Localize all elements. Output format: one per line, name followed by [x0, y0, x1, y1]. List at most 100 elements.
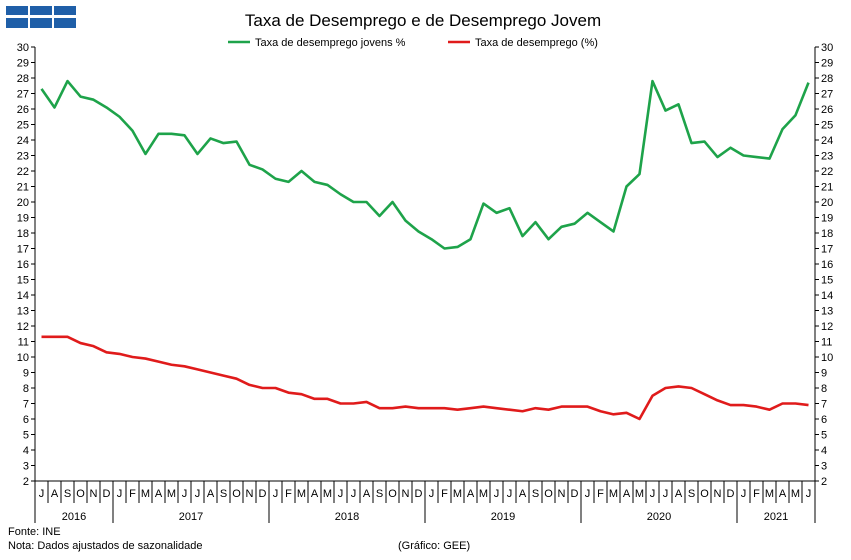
y-tick-label-left: 14 [17, 290, 29, 302]
month-label: J [741, 488, 747, 500]
month-label: M [297, 488, 306, 500]
month-label: J [585, 488, 591, 500]
month-label: O [388, 488, 397, 500]
month-label: N [558, 488, 566, 500]
y-tick-label-left: 12 [17, 321, 29, 333]
y-tick-label-right: 7 [821, 399, 827, 411]
y-tick-label-right: 18 [821, 228, 833, 240]
legend-label: Taxa de desemprego (%) [475, 37, 598, 49]
y-tick-label-right: 14 [821, 290, 833, 302]
month-label: A [623, 488, 631, 500]
month-label: A [207, 488, 215, 500]
month-label: J [429, 488, 435, 500]
month-label: J [663, 488, 669, 500]
month-label: F [753, 488, 760, 500]
footer-source: Fonte: INE [8, 526, 61, 538]
month-label: A [363, 488, 371, 500]
month-label: J [351, 488, 357, 500]
logo-square-icon [6, 6, 28, 28]
y-tick-label-right: 19 [821, 213, 833, 225]
legend: Taxa de desemprego jovens % Taxa de desem… [228, 37, 598, 49]
month-label: J [39, 488, 45, 500]
y-tick-label-left: 4 [23, 445, 29, 457]
y-tick-label-left: 26 [17, 104, 29, 116]
month-label: M [479, 488, 488, 500]
month-label: A [155, 488, 163, 500]
month-label: J [273, 488, 279, 500]
y-tick-label-right: 5 [821, 430, 827, 442]
y-tick-label-left: 15 [17, 275, 29, 287]
y-tick-label-left: 27 [17, 89, 29, 101]
y-tick-label-right: 4 [821, 445, 827, 457]
month-label: D [415, 488, 423, 500]
y-tick-label-left: 29 [17, 58, 29, 70]
month-label: M [141, 488, 150, 500]
y-tick-label-right: 13 [821, 306, 833, 318]
year-label: 2019 [491, 511, 515, 523]
month-label: F [285, 488, 292, 500]
month-label: A [51, 488, 59, 500]
y-tick-label-right: 20 [821, 197, 833, 209]
year-label: 2018 [335, 511, 359, 523]
y-tick-label-left: 22 [17, 166, 29, 178]
month-label: M [765, 488, 774, 500]
y-tick-label-left: 18 [17, 228, 29, 240]
month-label: J [806, 488, 812, 500]
y-tick-label-left: 2 [23, 476, 29, 488]
month-label: A [519, 488, 527, 500]
year-label: 2020 [647, 511, 671, 523]
y-tick-label-right: 15 [821, 275, 833, 287]
logo-square-icon [54, 6, 76, 28]
gee-logo [6, 6, 76, 28]
footer-note: Nota: Dados ajustados de sazonalidade [8, 540, 203, 552]
y-tick-label-left: 20 [17, 197, 29, 209]
y-tick-label-left: 7 [23, 399, 29, 411]
month-label: O [76, 488, 85, 500]
year-label: 2017 [179, 511, 203, 523]
y-tick-label-right: 9 [821, 368, 827, 380]
y-tick-label-left: 28 [17, 73, 29, 85]
month-label: M [453, 488, 462, 500]
y-tick-label-left: 10 [17, 352, 29, 364]
month-label: J [195, 488, 201, 500]
y-tick-label-right: 8 [821, 383, 827, 395]
y-tick-label-right: 28 [821, 73, 833, 85]
y-tick-label-right: 24 [821, 135, 833, 147]
month-label: M [167, 488, 176, 500]
y-tick-label-right: 2 [821, 476, 827, 488]
y-tick-label-left: 24 [17, 135, 29, 147]
year-label: 2021 [764, 511, 788, 523]
month-label: J [117, 488, 123, 500]
y-tick-label-right: 12 [821, 321, 833, 333]
y-tick-label-left: 11 [18, 337, 29, 349]
y-tick-label-left: 17 [17, 244, 29, 256]
month-label: N [90, 488, 98, 500]
y-tick-label-right: 25 [821, 120, 833, 132]
month-label: F [597, 488, 604, 500]
year-label: 2016 [62, 511, 86, 523]
y-tick-label-left: 19 [17, 213, 29, 225]
month-label: S [376, 488, 383, 500]
logo-square-icon [30, 6, 52, 28]
month-label: J [507, 488, 513, 500]
month-label: M [791, 488, 800, 500]
y-tick-label-left: 3 [23, 461, 29, 473]
y-tick-label-left: 13 [17, 306, 29, 318]
footer-credit: (Gráfico: GEE) [398, 540, 471, 552]
y-tick-label-right: 22 [821, 166, 833, 178]
month-label: J [494, 488, 500, 500]
month-label: N [246, 488, 254, 500]
y-tick-label-right: 23 [821, 151, 833, 163]
series-line-unemployment [41, 335, 809, 421]
month-label: A [311, 488, 319, 500]
y-tick-label-right: 16 [821, 259, 833, 271]
month-label: A [779, 488, 787, 500]
month-label: N [402, 488, 410, 500]
month-label: J [650, 488, 656, 500]
month-label: D [103, 488, 111, 500]
y-tick-label-right: 30 [821, 42, 833, 54]
month-label: S [220, 488, 227, 500]
month-label: J [182, 488, 188, 500]
